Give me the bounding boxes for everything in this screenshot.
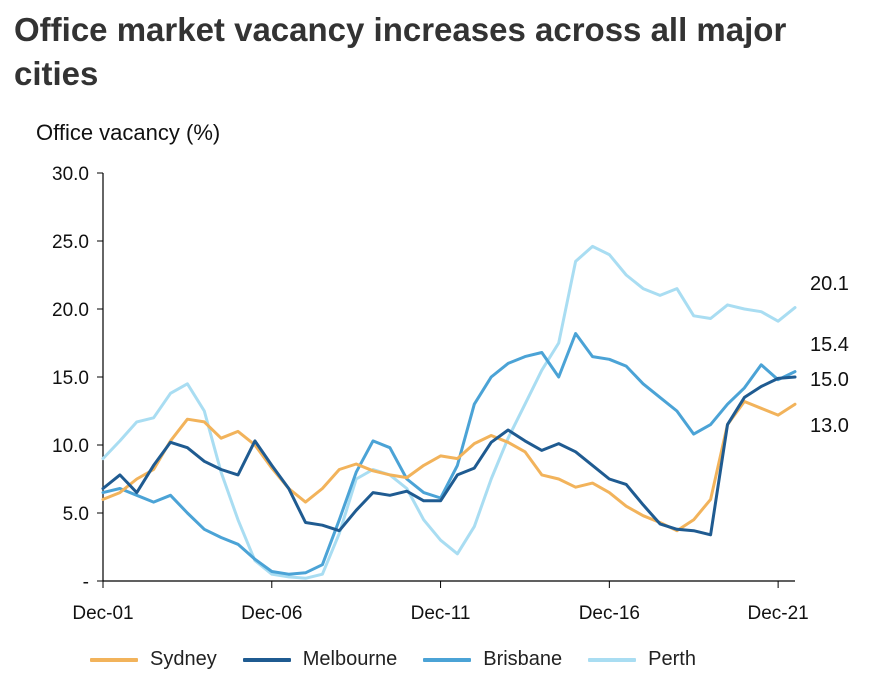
x-tick-label: Dec-16 (579, 603, 640, 624)
legend-swatch-perth (588, 657, 637, 662)
legend: Sydney Melbourne Brisbane Perth (90, 648, 722, 671)
end-value-label: 13.0 (810, 415, 849, 437)
legend-item-sydney: Sydney (90, 648, 217, 671)
legend-item-perth: Perth (588, 648, 696, 671)
y-tick-label: 30.0 (52, 164, 89, 185)
legend-label-perth: Perth (648, 648, 696, 670)
y-tick-label: 25.0 (52, 232, 89, 253)
legend-item-melbourne: Melbourne (242, 648, 398, 671)
legend-item-brisbane: Brisbane (423, 648, 562, 671)
x-tick-label: Dec-01 (72, 603, 133, 624)
y-tick-label: 10.0 (52, 436, 89, 457)
chart-title: Office market vacancy increases across a… (14, 11, 787, 92)
legend-swatch-sydney (90, 657, 138, 662)
series-line-brisbane (101, 332, 797, 576)
y-tick-label: 5.0 (63, 504, 89, 525)
series-line-perth (101, 244, 797, 580)
end-value-label: 15.0 (810, 369, 849, 391)
legend-swatch-melbourne (242, 657, 291, 662)
legend-label-melbourne: Melbourne (302, 648, 398, 670)
y-tick-label: 20.0 (52, 300, 89, 321)
end-value-label: 15.4 (810, 334, 849, 356)
legend-swatch-brisbane (423, 657, 472, 662)
series-line-melbourne (101, 375, 797, 537)
legend-label-brisbane: Brisbane (483, 648, 563, 670)
x-tick-label: Dec-06 (241, 603, 302, 624)
y-axis-label: Office vacancy (%) (36, 120, 221, 145)
x-tick-label: Dec-11 (411, 603, 471, 624)
x-tick-label: Dec-21 (747, 603, 808, 624)
end-value-label: 20.1 (810, 273, 849, 295)
legend-label-sydney: Sydney (150, 648, 217, 670)
y-tick-label: 15.0 (52, 368, 89, 389)
y-tick-label: - (83, 572, 89, 593)
